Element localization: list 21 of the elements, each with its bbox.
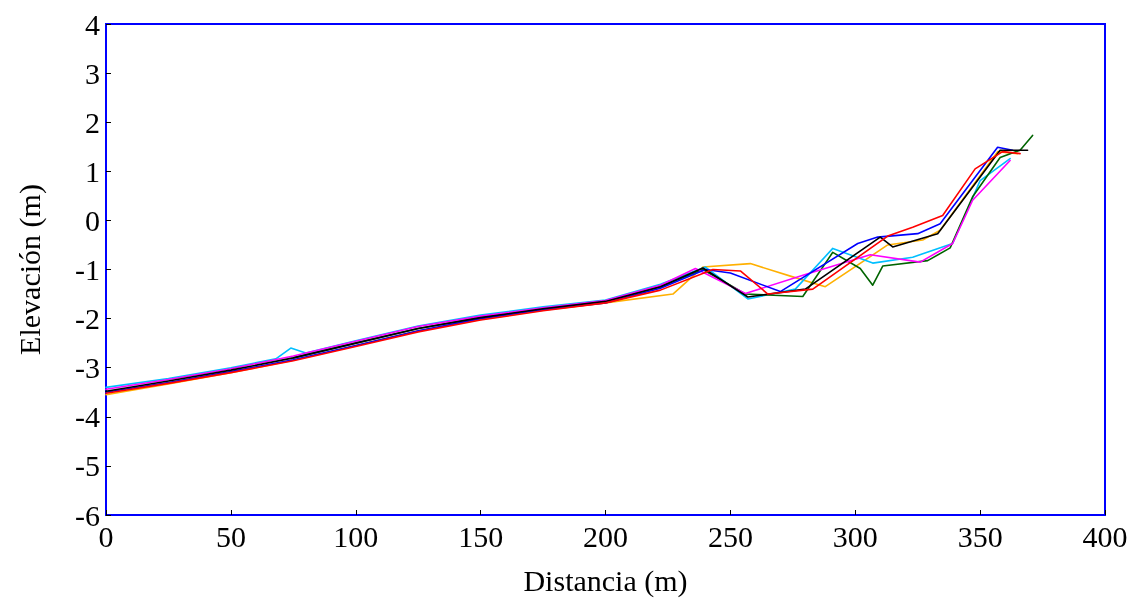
x-tick-label: 200 — [583, 519, 628, 553]
x-tick-label: 300 — [832, 519, 878, 553]
y-tick-label: 4 — [85, 7, 100, 41]
x-tick-label: 50 — [215, 519, 246, 553]
x-tick-label: 100 — [333, 519, 379, 553]
y-axis-title: Elevación (m) — [12, 184, 47, 355]
y-tick-label: -5 — [75, 449, 100, 483]
x-tick-label: 150 — [458, 519, 504, 553]
x-axis-title: Distancia (m) — [523, 563, 688, 598]
y-tick-label: 1 — [85, 154, 100, 188]
y-tick-label: 3 — [85, 56, 100, 90]
y-tick-label: -4 — [75, 400, 100, 434]
y-tick-label: -6 — [75, 498, 100, 532]
y-tick-label: 0 — [85, 203, 100, 237]
x-tick-label: 250 — [707, 519, 753, 553]
y-tick-label: -1 — [75, 253, 100, 286]
y-tick-label: -2 — [75, 302, 100, 336]
y-tick-label: 2 — [85, 105, 100, 139]
y-tick-label: -3 — [75, 351, 100, 385]
x-tick-label: 350 — [957, 519, 1003, 553]
x-tick-label: 400 — [1082, 519, 1128, 553]
